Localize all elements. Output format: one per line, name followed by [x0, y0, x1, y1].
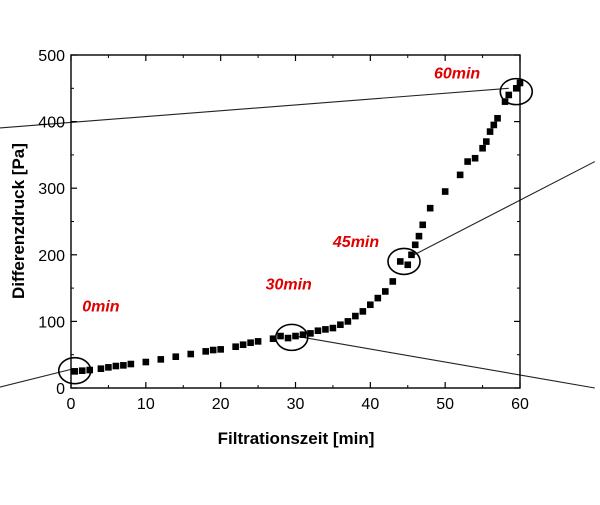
data-point [299, 331, 307, 339]
data-point [254, 338, 262, 345]
data-point [247, 339, 254, 347]
data-point [120, 362, 127, 369]
x-tick-label: 20 [212, 396, 230, 413]
x-axis-label: Filtrationszeit [min] [218, 429, 375, 448]
data-point [86, 366, 94, 374]
x-tick-label: 50 [436, 396, 454, 413]
data-point [314, 327, 322, 335]
data-point [396, 258, 404, 265]
data-point [277, 332, 284, 340]
y-tick-label: 300 [38, 181, 65, 198]
data-point [344, 318, 352, 325]
data-point [367, 301, 374, 309]
annotation-circle [57, 356, 92, 385]
data-point [232, 343, 239, 351]
data-point [486, 128, 494, 135]
data-point [404, 261, 412, 269]
data-point [172, 353, 180, 360]
data-point [419, 221, 427, 229]
data-point [187, 350, 195, 358]
data-point [352, 312, 359, 320]
data-point [494, 114, 501, 122]
axes-layer: 0 10 20 30 40 50 60 0 100 200 300 400 500 [38, 48, 529, 413]
data-point [359, 308, 367, 315]
annotation-label: 60min [434, 65, 480, 82]
data-point [292, 332, 299, 340]
annotation-circle [387, 247, 421, 276]
trend-line-2 [295, 335, 595, 389]
data-point [471, 154, 479, 162]
y-tick-label: 400 [38, 115, 65, 132]
data-point [97, 365, 105, 372]
data-point [411, 241, 419, 249]
y-tick-label: 100 [38, 314, 65, 331]
data-point [269, 335, 277, 343]
trend-line-0 [0, 87, 509, 129]
data-points-layer [71, 79, 524, 375]
data-point [483, 138, 490, 145]
y-tick-label: 200 [38, 248, 65, 265]
x-tick-label: 30 [287, 396, 305, 413]
x-tick-label: 60 [511, 396, 529, 413]
data-point [217, 346, 224, 353]
y-tick-label: 500 [38, 48, 65, 65]
data-point [426, 204, 434, 212]
data-point [78, 367, 86, 374]
data-point [202, 348, 209, 355]
data-point [105, 364, 112, 371]
data-point [284, 334, 292, 342]
data-point [382, 288, 389, 295]
annotation-circle [274, 323, 309, 352]
data-point [112, 362, 120, 370]
data-point [127, 360, 135, 368]
data-point [512, 85, 520, 92]
data-point [142, 358, 150, 366]
x-tick-label: 0 [67, 396, 76, 413]
trend-line-3 [411, 161, 596, 257]
data-point [329, 324, 337, 332]
data-point [209, 346, 217, 354]
data-point [464, 158, 471, 165]
data-point [157, 356, 165, 363]
annotation-label: 30min [266, 276, 312, 293]
y-axis-label: Differenzdruck [Pa] [9, 143, 28, 299]
data-point [389, 278, 397, 285]
annotation-circle [499, 77, 534, 106]
data-point [456, 171, 464, 179]
data-point [441, 188, 449, 195]
data-point [322, 326, 329, 333]
data-point [337, 321, 344, 329]
annotation-label: 0min [82, 298, 120, 315]
data-point [505, 91, 513, 99]
data-point [479, 144, 486, 152]
annotation-label: 45min [332, 234, 379, 251]
data-point [374, 294, 382, 302]
data-point [239, 341, 247, 349]
y-tick-label: 0 [56, 381, 65, 398]
data-point [516, 79, 524, 87]
x-tick-label: 40 [361, 396, 379, 413]
data-point [408, 251, 415, 259]
annotations-layer: 0min 30min 45min 60min [57, 65, 534, 385]
data-point [307, 330, 314, 337]
data-point [490, 121, 498, 129]
data-point [71, 368, 79, 375]
x-tick-label: 10 [137, 396, 155, 413]
data-point [415, 232, 423, 240]
trend-lines-layer [0, 87, 596, 389]
axis-labels-layer: Filtrationszeit [min] Differenzdruck [Pa… [9, 143, 374, 448]
